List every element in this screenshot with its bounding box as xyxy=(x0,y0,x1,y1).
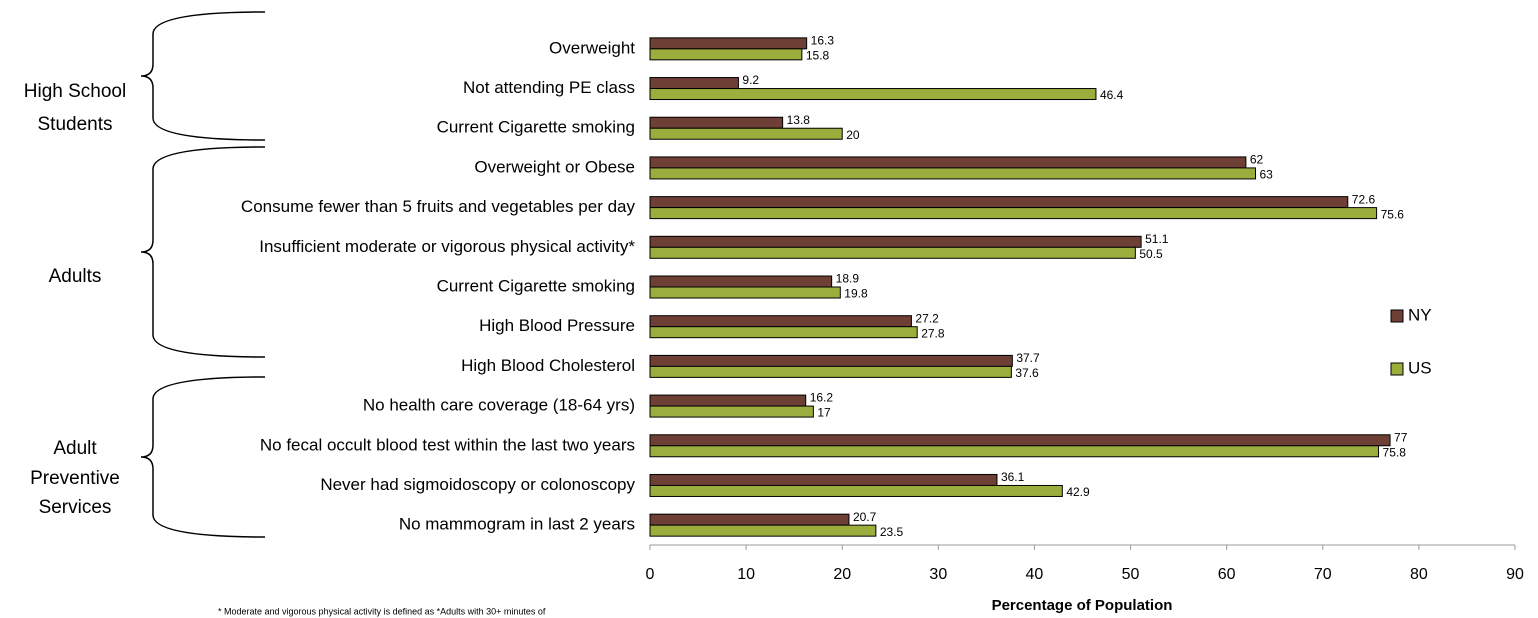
value-label: 18.9 xyxy=(836,272,860,286)
bar xyxy=(649,48,803,61)
value-label: 37.6 xyxy=(1015,366,1039,380)
group-label: Students xyxy=(38,114,113,135)
bar xyxy=(649,207,1378,220)
y-tick-label: Current Cigarette smoking xyxy=(437,276,635,295)
group-bracket xyxy=(140,376,266,538)
value-label: 20.7 xyxy=(853,510,877,524)
bar xyxy=(649,484,1063,497)
x-tick-label: 60 xyxy=(1218,566,1236,583)
value-label: 62 xyxy=(1250,153,1264,167)
bar xyxy=(649,365,1012,378)
value-label: 75.8 xyxy=(1383,445,1407,459)
value-label: 9.2 xyxy=(742,73,759,87)
bar xyxy=(649,37,808,50)
group-label: Adult xyxy=(53,438,97,459)
value-label: 50.5 xyxy=(1139,247,1163,261)
y-tick-label: No mammogram in last 2 years xyxy=(399,515,635,534)
y-tick-label: Never had sigmoidoscopy or colonoscopy xyxy=(320,475,635,494)
group-label: High School xyxy=(24,81,126,102)
x-tick-label: 30 xyxy=(929,566,947,583)
bar xyxy=(649,167,1256,180)
y-tick-label: Not attending PE class xyxy=(463,78,635,97)
legend-swatch xyxy=(1390,362,1404,376)
legend-label: NY xyxy=(1408,305,1432,324)
value-label: 16.2 xyxy=(810,391,834,405)
y-tick-label: Current Cigarette smoking xyxy=(437,118,635,137)
value-label: 42.9 xyxy=(1066,485,1090,499)
group-label: Adults xyxy=(49,266,102,287)
value-label: 19.8 xyxy=(844,287,868,301)
value-label: 27.8 xyxy=(921,326,945,340)
legend-label: US xyxy=(1408,358,1432,377)
x-tick-label: 0 xyxy=(646,566,655,583)
bar xyxy=(649,473,998,486)
x-tick-label: 10 xyxy=(737,566,755,583)
x-axis-title: Percentage of Population xyxy=(992,597,1173,614)
x-tick-label: 40 xyxy=(1026,566,1044,583)
x-tick-label: 70 xyxy=(1314,566,1332,583)
bar xyxy=(649,434,1391,447)
y-tick-label: Consume fewer than 5 fruits and vegetabl… xyxy=(241,197,636,216)
bar xyxy=(649,77,739,90)
bar xyxy=(649,156,1247,169)
group-label: Services xyxy=(39,497,112,518)
bar xyxy=(649,246,1136,259)
bar xyxy=(649,405,814,418)
x-tick-label: 80 xyxy=(1410,566,1428,583)
x-tick-label: 90 xyxy=(1506,566,1524,583)
value-label: 37.7 xyxy=(1016,351,1040,365)
value-label: 36.1 xyxy=(1001,470,1025,484)
y-tick-label: Insufficient moderate or vigorous physic… xyxy=(259,237,635,256)
bar xyxy=(649,286,841,299)
y-tick-label: Overweight xyxy=(549,38,635,57)
y-tick-label: High Blood Cholesterol xyxy=(461,356,635,375)
y-tick-label: Overweight or Obese xyxy=(474,157,635,176)
y-tick-label: High Blood Pressure xyxy=(479,316,635,335)
value-label: 51.1 xyxy=(1145,232,1169,246)
group-label: Preventive xyxy=(30,468,120,489)
bar xyxy=(649,326,918,339)
value-label: 15.8 xyxy=(806,49,830,63)
bar xyxy=(649,315,912,328)
group-bracket xyxy=(140,146,266,358)
value-label: 77 xyxy=(1394,430,1408,444)
y-tick-label: No fecal occult blood test within the la… xyxy=(260,435,635,454)
value-label: 27.2 xyxy=(915,311,939,325)
footnote: * Moderate and vigorous physical activit… xyxy=(218,606,546,616)
value-label: 72.6 xyxy=(1352,192,1376,206)
bar xyxy=(649,394,807,407)
x-tick-label: 50 xyxy=(1122,566,1140,583)
group-bracket xyxy=(140,11,266,141)
legend-swatch xyxy=(1390,309,1404,323)
bar xyxy=(649,445,1380,458)
value-label: 23.5 xyxy=(880,525,904,539)
bar xyxy=(649,354,1013,367)
value-label: 75.6 xyxy=(1381,207,1405,221)
x-tick-label: 20 xyxy=(833,566,851,583)
bar xyxy=(649,88,1097,101)
value-label: 20 xyxy=(846,128,860,142)
bar xyxy=(649,127,843,140)
value-label: 13.8 xyxy=(787,113,811,127)
bar xyxy=(649,513,850,526)
bar xyxy=(649,275,833,288)
value-label: 16.3 xyxy=(811,34,835,48)
bar xyxy=(649,116,784,129)
bar xyxy=(649,524,877,537)
y-tick-label: No health care coverage (18-64 yrs) xyxy=(363,396,635,415)
value-label: 63 xyxy=(1260,168,1274,182)
bar xyxy=(649,235,1142,248)
value-label: 46.4 xyxy=(1100,88,1124,102)
bar xyxy=(649,196,1349,209)
value-label: 17 xyxy=(817,406,831,420)
